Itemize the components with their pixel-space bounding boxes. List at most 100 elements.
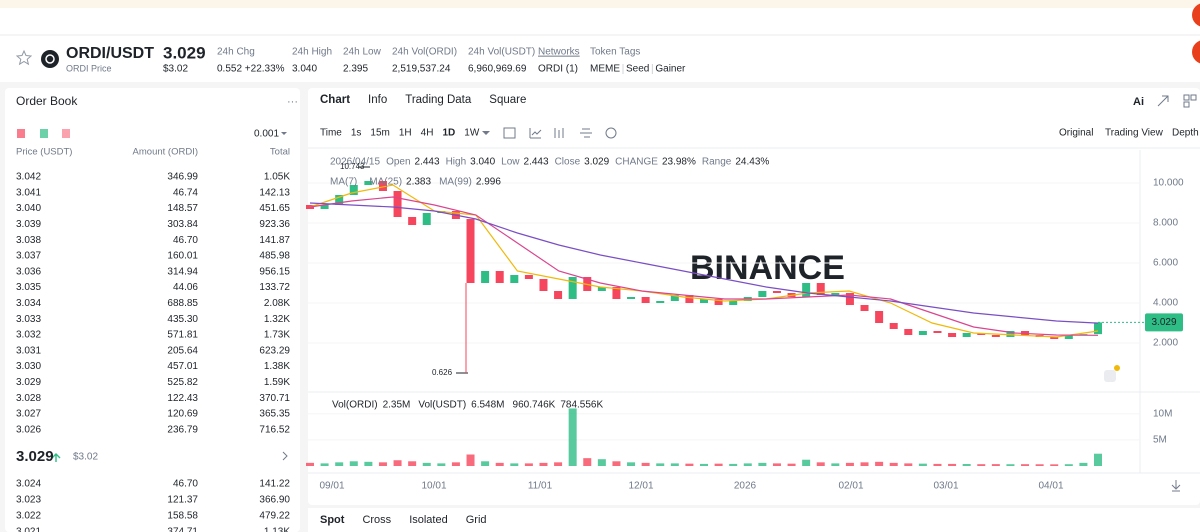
volume-bar xyxy=(612,461,621,466)
amount-cell: 457.01 xyxy=(167,361,198,372)
interval-label[interactable]: Time xyxy=(320,128,342,139)
volume-tick-label: 10M xyxy=(1153,408,1172,419)
interval[interactable]: 1W xyxy=(464,128,480,139)
candle xyxy=(991,335,1000,337)
total-cell: 1.13K xyxy=(264,527,290,532)
drawing-icon[interactable] xyxy=(580,128,592,138)
column-header: Amount (ORDI) xyxy=(133,147,198,158)
layout-icon[interactable] xyxy=(1183,94,1190,101)
book-mode-icons[interactable] xyxy=(17,129,70,138)
nav-bar xyxy=(0,8,1200,34)
chart-tab[interactable]: Square xyxy=(489,94,526,106)
volume-bar xyxy=(918,463,927,466)
volume-bar xyxy=(816,462,825,466)
alert-icon[interactable] xyxy=(1104,370,1116,382)
info-value: 23.98% xyxy=(662,157,696,168)
favorite-star[interactable] xyxy=(15,49,33,66)
total-cell: 485.98 xyxy=(259,251,290,262)
token-tag[interactable]: Gainer xyxy=(655,64,686,75)
scale-icon[interactable] xyxy=(1171,480,1181,492)
mode-asks[interactable] xyxy=(62,129,70,138)
amount-cell: 314.94 xyxy=(167,266,198,277)
price-cell: 3.022 xyxy=(16,511,41,522)
amount-cell: 121.37 xyxy=(167,495,198,506)
amount-cell: 205.64 xyxy=(167,345,198,356)
volume-legend: Vol(ORDI) xyxy=(332,400,378,411)
more-arrow[interactable] xyxy=(282,451,288,461)
total-cell: 1.32K xyxy=(264,314,290,325)
interval[interactable]: 15m xyxy=(370,128,389,139)
tool-icons[interactable] xyxy=(503,127,617,139)
indicator-icon[interactable] xyxy=(529,128,542,139)
volume-legend: 6.548M xyxy=(471,400,504,411)
tags-label: Token Tags xyxy=(590,47,640,58)
volume-bar xyxy=(656,463,665,466)
candle xyxy=(627,297,636,299)
total-cell: 365.35 xyxy=(259,409,290,420)
volume-bar xyxy=(1064,464,1073,466)
token-tag[interactable]: MEME xyxy=(590,64,620,75)
info-label: Low xyxy=(501,157,520,168)
candle xyxy=(918,331,927,335)
precision[interactable]: 0.001 xyxy=(254,129,279,140)
chart-tab[interactable]: Chart xyxy=(320,94,350,106)
interval[interactable]: 1D xyxy=(442,128,455,139)
price-cell: 3.033 xyxy=(16,314,41,325)
settings-icon[interactable] xyxy=(605,127,617,139)
candle xyxy=(320,205,329,209)
mode-bids[interactable] xyxy=(40,129,48,138)
trade-tab[interactable]: Cross xyxy=(362,514,391,526)
chart-tab[interactable]: Info xyxy=(368,94,387,106)
amount-cell: 160.01 xyxy=(167,251,198,262)
precision-caret[interactable] xyxy=(281,132,287,135)
layout-icon[interactable] xyxy=(1190,94,1197,101)
avatar[interactable] xyxy=(1192,3,1200,27)
volume-bar xyxy=(437,463,446,466)
info-value: 3.029 xyxy=(584,157,609,168)
interval[interactable]: 1H xyxy=(399,128,412,139)
chart-view[interactable]: Depth xyxy=(1172,128,1199,139)
candle xyxy=(597,287,606,291)
fullscreen-icon[interactable] xyxy=(1157,95,1169,107)
volume-bar xyxy=(349,461,358,466)
layout-icon[interactable] xyxy=(1183,101,1190,108)
volume-bar xyxy=(1021,464,1030,466)
candle xyxy=(641,297,650,303)
top-strip xyxy=(0,0,1200,8)
annotation: 10.743 xyxy=(340,162,365,171)
trade-tab[interactable]: Spot xyxy=(320,514,345,526)
avatar[interactable] xyxy=(1192,40,1200,64)
mode-both[interactable] xyxy=(17,129,25,138)
info-value: 24.43% xyxy=(735,157,769,168)
token-tag[interactable]: Seed xyxy=(626,64,649,75)
total-cell: 623.29 xyxy=(259,345,290,356)
trade-tab[interactable]: Grid xyxy=(466,514,487,526)
volume-bar xyxy=(524,463,533,466)
volume-bar xyxy=(787,463,796,466)
ai-icon[interactable]: Ai xyxy=(1133,96,1144,108)
interval[interactable]: 4H xyxy=(421,128,434,139)
calendar-icon[interactable] xyxy=(503,127,516,139)
x-tick-label: 09/01 xyxy=(319,481,344,492)
volume-bar xyxy=(948,463,957,466)
chart-view[interactable]: Trading View xyxy=(1105,128,1164,139)
candle xyxy=(685,295,694,303)
candle xyxy=(670,295,679,301)
total-cell: 1.59K xyxy=(264,377,290,388)
volume-bar xyxy=(554,462,563,466)
volume-bar xyxy=(568,408,577,466)
interval-caret[interactable] xyxy=(482,131,490,135)
chart-tab[interactable]: Trading Data xyxy=(405,94,472,106)
candle-icon[interactable] xyxy=(554,128,564,138)
interval[interactable]: 1s xyxy=(351,128,362,139)
trade-tab[interactable]: Isolated xyxy=(409,514,448,526)
volume-bar xyxy=(772,463,781,466)
amount-cell: 148.57 xyxy=(167,203,198,214)
info-label: CHANGE xyxy=(615,157,658,168)
candle xyxy=(831,293,840,295)
volume-bar xyxy=(539,462,548,466)
price-cell: 3.036 xyxy=(16,266,41,277)
ma-line xyxy=(309,202,1099,324)
chart-view[interactable]: Original xyxy=(1059,128,1093,139)
menu-dots[interactable]: ··· xyxy=(287,96,298,108)
